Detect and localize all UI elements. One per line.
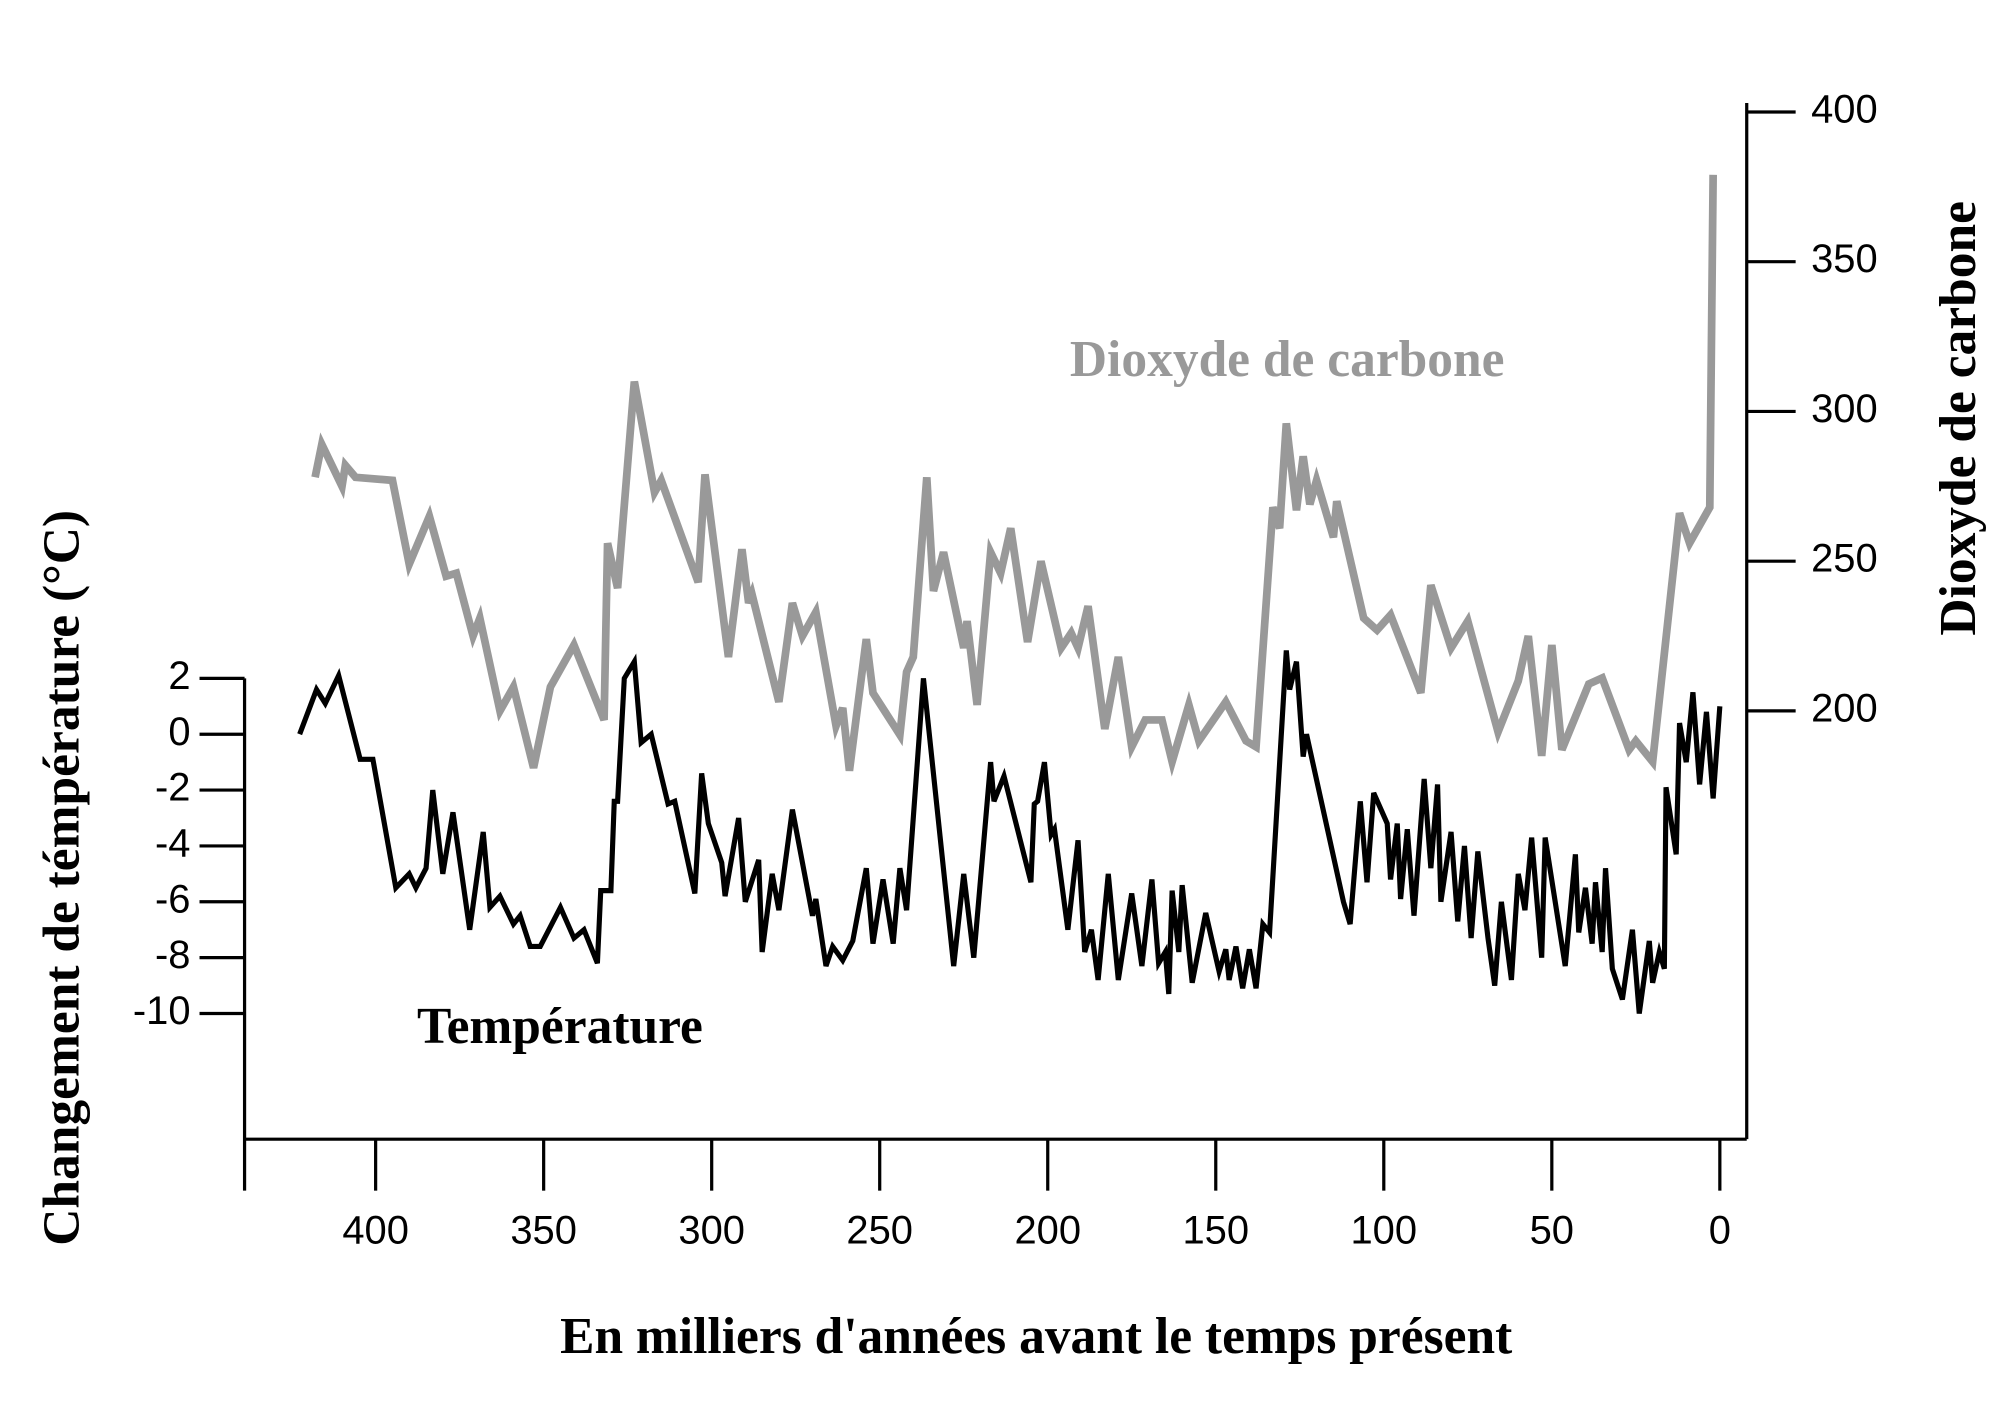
x-tick-label: 150 bbox=[1182, 1209, 1249, 1253]
x-tick-label: 100 bbox=[1351, 1209, 1418, 1253]
y-tick-label: -4 bbox=[155, 821, 190, 865]
plot-area: En milliers d'années avant le temps prés… bbox=[34, 88, 1987, 1366]
series-line bbox=[297, 650, 1723, 1014]
y-tick-label: -2 bbox=[155, 766, 190, 810]
y2-tick-label: 400 bbox=[1811, 88, 1878, 132]
x-tick-label: 300 bbox=[678, 1209, 745, 1253]
series-label: Température bbox=[417, 998, 703, 1055]
y-tick-label: -8 bbox=[155, 933, 190, 977]
y2-tick-label: 200 bbox=[1811, 686, 1878, 730]
x-tick-label: 350 bbox=[510, 1209, 577, 1253]
series-line bbox=[311, 174, 1717, 777]
y-tick-label: 0 bbox=[168, 710, 190, 754]
y-tick-label: -10 bbox=[133, 989, 191, 1033]
x-tick-label: 200 bbox=[1014, 1209, 1081, 1253]
y-tick-label: -6 bbox=[155, 877, 190, 921]
y2-tick-label: 300 bbox=[1811, 387, 1878, 431]
x-tick-label: 50 bbox=[1530, 1209, 1574, 1253]
y-axis-label: Changement de témpérature (°C) bbox=[34, 510, 91, 1246]
x-tick-label: 0 bbox=[1709, 1209, 1731, 1253]
x-axis-label: En milliers d'années avant le temps prés… bbox=[560, 1308, 1512, 1365]
y-tick-label: 2 bbox=[168, 654, 190, 698]
y2-tick-label: 350 bbox=[1811, 237, 1878, 281]
y2-axis-label: Dioxyde de carbone bbox=[1930, 201, 1987, 636]
y2-tick-label: 250 bbox=[1811, 537, 1878, 581]
x-tick-label: 250 bbox=[846, 1209, 913, 1253]
x-tick-label: 400 bbox=[342, 1209, 409, 1253]
series-label: Dioxyde de carbone bbox=[1070, 331, 1505, 388]
